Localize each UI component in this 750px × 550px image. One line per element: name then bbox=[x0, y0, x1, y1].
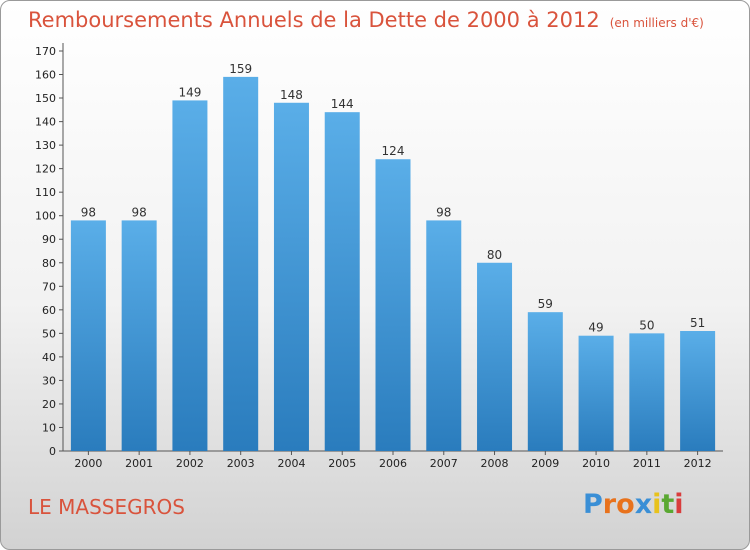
data-label-2012: 51 bbox=[690, 316, 705, 330]
x-tick-label: 2010 bbox=[582, 457, 610, 470]
y-tick-label: 40 bbox=[42, 351, 56, 364]
x-tick-label: 2012 bbox=[684, 457, 712, 470]
bar-2007[interactable] bbox=[426, 220, 462, 451]
bar-2000[interactable] bbox=[70, 220, 106, 451]
x-tick-label: 2004 bbox=[277, 457, 305, 470]
logo-letter: t bbox=[661, 489, 675, 520]
bar-2003[interactable] bbox=[223, 76, 259, 451]
data-label-2007: 98 bbox=[436, 205, 451, 219]
y-tick-label: 130 bbox=[35, 139, 56, 152]
data-label-2002: 149 bbox=[178, 85, 201, 99]
data-label-2009: 59 bbox=[538, 297, 553, 311]
y-tick-label: 150 bbox=[35, 92, 56, 105]
y-tick-label: 0 bbox=[49, 445, 56, 458]
data-label-2005: 144 bbox=[331, 97, 354, 111]
x-tick-label: 2001 bbox=[125, 457, 153, 470]
bar-2010[interactable] bbox=[578, 335, 614, 451]
bar-2012[interactable] bbox=[680, 331, 716, 451]
x-tick-label: 2002 bbox=[176, 457, 204, 470]
x-tick-label: 2005 bbox=[328, 457, 356, 470]
chart-subtitle: (en milliers d'€) bbox=[609, 16, 704, 30]
logo-letter: r bbox=[602, 489, 617, 520]
x-tick-label: 2009 bbox=[531, 457, 559, 470]
location-name: LE MASSEGROS bbox=[28, 495, 185, 519]
logo-letter: i bbox=[652, 489, 662, 520]
y-tick-label: 10 bbox=[42, 421, 56, 434]
chart-title-text: Remboursements Annuels de la Dette de 20… bbox=[28, 8, 600, 32]
y-tick-label: 140 bbox=[35, 116, 56, 129]
bar-2004[interactable] bbox=[273, 102, 309, 451]
y-tick-label: 90 bbox=[42, 233, 56, 246]
logo-letter: o bbox=[616, 489, 635, 520]
chart-title: Remboursements Annuels de la Dette de 20… bbox=[28, 8, 704, 32]
y-tick-label: 30 bbox=[42, 374, 56, 387]
y-tick-label: 60 bbox=[42, 304, 56, 317]
y-tick-label: 170 bbox=[35, 45, 56, 58]
x-tick-label: 2006 bbox=[379, 457, 407, 470]
data-label-2001: 98 bbox=[132, 205, 147, 219]
x-tick-label: 2003 bbox=[227, 457, 255, 470]
data-label-2011: 50 bbox=[639, 318, 654, 332]
chart-axes: 0 10 20 30 40 50 60 70 80 90 100 110 120 130 140 150 160… bbox=[35, 43, 723, 470]
bar-2001[interactable] bbox=[121, 220, 157, 451]
y-tick-label: 20 bbox=[42, 398, 56, 411]
chart-bars bbox=[70, 76, 716, 452]
x-tick-label: 2007 bbox=[430, 457, 458, 470]
y-tick-label: 100 bbox=[35, 210, 56, 223]
data-label-2004: 148 bbox=[280, 88, 303, 102]
logo-letter: P bbox=[583, 489, 603, 520]
data-label-2003: 159 bbox=[229, 62, 252, 76]
logo-letter: i bbox=[674, 489, 684, 520]
bar-2011[interactable] bbox=[629, 333, 665, 451]
data-label-2006: 124 bbox=[382, 144, 405, 158]
logo-letter: x bbox=[634, 489, 653, 520]
y-tick-label: 120 bbox=[35, 163, 56, 176]
x-tick-label: 2011 bbox=[633, 457, 661, 470]
y-tick-label: 70 bbox=[42, 280, 56, 293]
x-tick-label: 2000 bbox=[74, 457, 102, 470]
bar-2009[interactable] bbox=[527, 312, 563, 451]
data-label-2010: 49 bbox=[588, 321, 603, 335]
x-tick-label: 2008 bbox=[481, 457, 509, 470]
y-tick-label: 160 bbox=[35, 69, 56, 82]
proxiti-logo[interactable]: Proxiti bbox=[583, 489, 684, 520]
y-tick-label: 110 bbox=[35, 186, 56, 199]
bar-2002[interactable] bbox=[172, 100, 208, 451]
data-label-2008: 80 bbox=[487, 248, 502, 262]
bar-2006[interactable] bbox=[375, 159, 411, 451]
bar-2005[interactable] bbox=[324, 112, 360, 452]
data-label-2000: 98 bbox=[81, 205, 96, 219]
bar-2008[interactable] bbox=[477, 262, 513, 451]
chart-labels: 98 98 149 159 148 144 124 98 80 59 49 50 51 bbox=[81, 62, 706, 335]
y-tick-label: 50 bbox=[42, 327, 56, 340]
y-tick-label: 80 bbox=[42, 257, 56, 270]
